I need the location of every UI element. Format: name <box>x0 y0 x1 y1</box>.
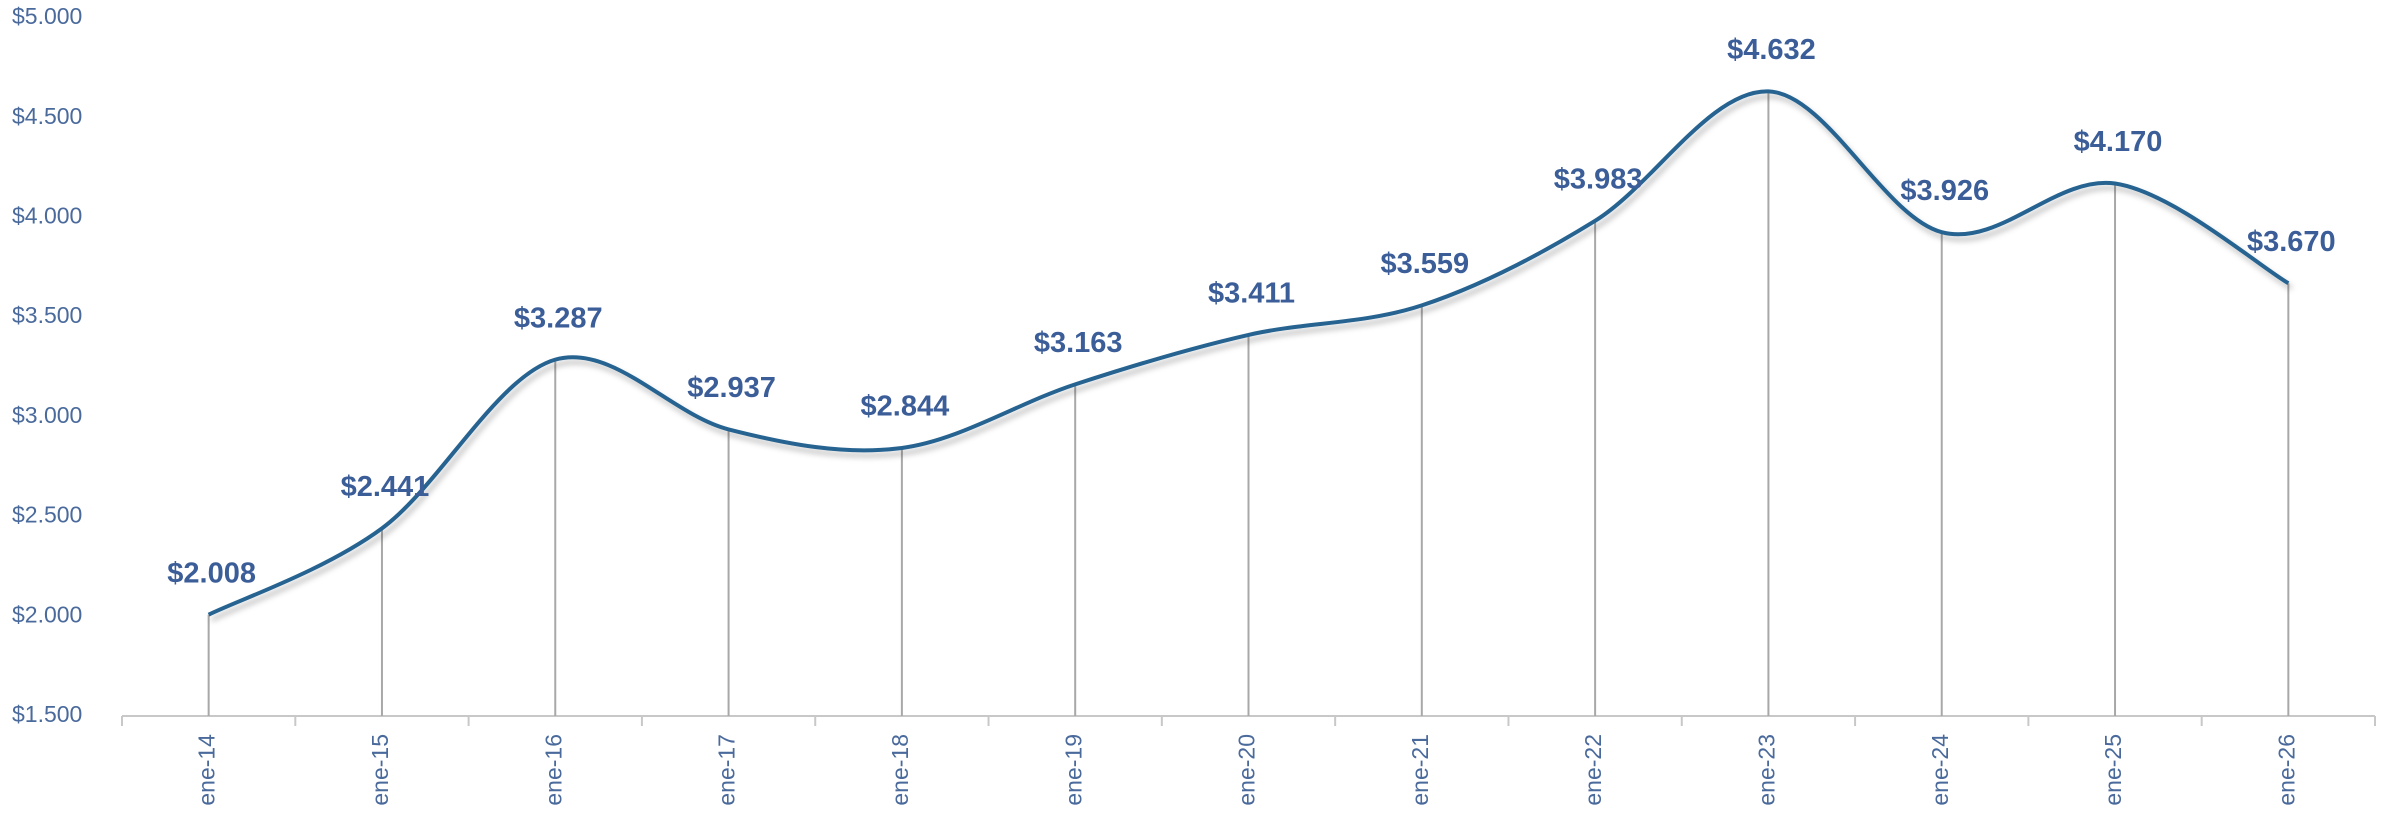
x-tick-label: ene-25 <box>2100 734 2126 806</box>
x-tick-label: ene-15 <box>367 734 393 806</box>
x-tick-label: ene-22 <box>1580 734 1606 806</box>
series-line <box>207 89 2290 617</box>
data-label: $4.632 <box>1727 34 1816 66</box>
y-tick-label: $4.000 <box>12 203 82 229</box>
x-tick-label: ene-24 <box>1927 734 1953 806</box>
data-label: $2.844 <box>861 391 950 423</box>
x-tick-label: ene-16 <box>540 734 566 806</box>
y-tick-label: $5.000 <box>12 3 82 29</box>
y-tick-label: $3.500 <box>12 302 82 328</box>
y-tick-label: $4.500 <box>12 103 82 129</box>
data-label: $3.411 <box>1208 278 1295 310</box>
data-label: $3.163 <box>1034 327 1123 359</box>
x-tick-label: ene-14 <box>194 734 220 806</box>
data-label: $3.287 <box>514 302 603 334</box>
x-tick-label: ene-17 <box>714 734 740 806</box>
y-tick-label: $3.000 <box>12 402 82 428</box>
y-tick-label: $1.500 <box>12 701 82 727</box>
data-label: $3.983 <box>1554 163 1643 195</box>
data-label: $2.441 <box>341 471 430 503</box>
data-label: $2.008 <box>167 557 256 589</box>
x-tick-label: ene-19 <box>1060 734 1086 806</box>
y-tick-label: $2.000 <box>12 601 82 627</box>
data-label: $3.559 <box>1380 248 1469 280</box>
y-tick-label: $2.500 <box>12 502 82 528</box>
x-tick-label: ene-26 <box>2273 734 2299 806</box>
data-label: $3.670 <box>2247 226 2336 258</box>
data-label: $3.926 <box>1900 175 1989 207</box>
x-tick-label: ene-20 <box>1234 734 1260 806</box>
data-label: $4.170 <box>2074 126 2163 158</box>
x-tick-label: ene-23 <box>1754 734 1780 806</box>
x-tick-label: ene-21 <box>1407 734 1433 806</box>
data-label: $2.937 <box>687 372 776 404</box>
x-tick-label: ene-18 <box>887 734 913 806</box>
